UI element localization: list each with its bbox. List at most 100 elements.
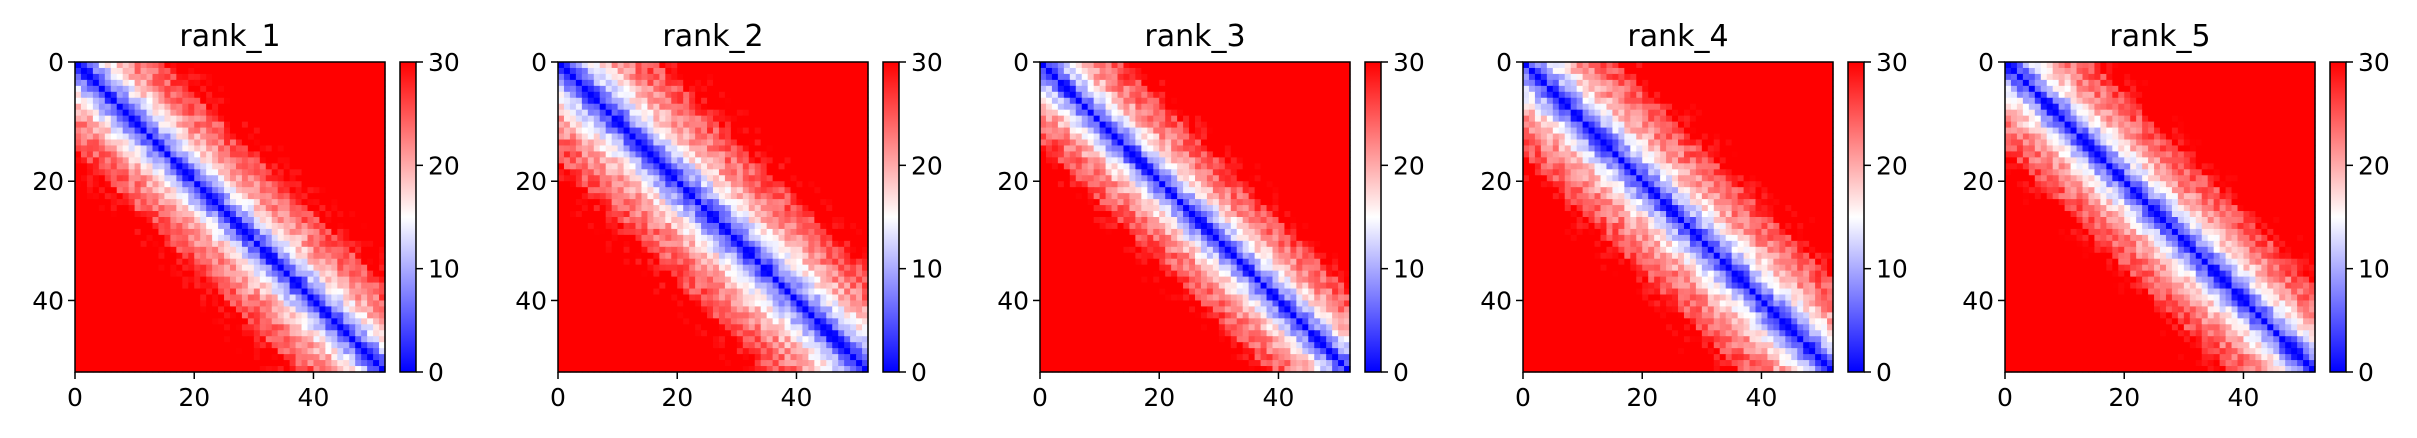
heatmap-cell [361, 139, 368, 147]
heatmap-cell [641, 151, 649, 158]
heatmap-cell [289, 252, 297, 260]
heatmap-cell [224, 157, 231, 164]
heatmap-cell [373, 234, 380, 242]
heatmap-cell [86, 139, 94, 147]
heatmap-cell [814, 211, 821, 218]
heatmap-cell [724, 258, 732, 266]
heatmap-cell [778, 300, 786, 308]
heatmap-cell [599, 205, 607, 212]
heatmap-cell [337, 324, 344, 331]
heatmap-cell [707, 97, 714, 105]
heatmap-cell [122, 199, 130, 206]
heatmap-cell [373, 336, 380, 343]
heatmap-cell [152, 193, 160, 200]
heatmap-cell [826, 211, 833, 218]
heatmap-cell [307, 270, 315, 278]
heatmap-cell [569, 79, 577, 87]
heatmap-cell [283, 318, 291, 325]
heatmap-cell [170, 264, 177, 272]
heatmap-cell [277, 312, 285, 319]
heatmap-cell [635, 306, 643, 313]
heatmap-cell [826, 258, 833, 266]
heatmap-cell [116, 199, 124, 206]
heatmap-cell [754, 300, 762, 308]
heatmap-cell [75, 360, 82, 367]
heatmap-cell [331, 169, 338, 176]
heatmap-cell [146, 336, 154, 343]
heatmap-cell [641, 115, 649, 123]
heatmap-cell [671, 67, 678, 75]
heatmap-cell [86, 91, 94, 99]
heatmap-cell [86, 354, 94, 361]
heatmap-cell [683, 222, 690, 230]
heatmap-cell [593, 127, 601, 135]
heatmap-cell [814, 127, 821, 135]
heatmap-cell [75, 205, 82, 212]
heatmap-cell [235, 318, 243, 325]
heatmap-cell [802, 62, 809, 69]
heatmap-cell [558, 85, 565, 93]
heatmap-cell [748, 181, 756, 188]
heatmap-cell [796, 240, 804, 248]
heatmap-cell [230, 187, 237, 194]
heatmap-cell [295, 145, 303, 153]
heatmap-cell [730, 187, 738, 194]
heatmap-cell [665, 258, 672, 266]
heatmap-cell [605, 306, 613, 313]
heatmap-cell [128, 62, 136, 69]
heatmap-cell [862, 288, 869, 296]
heatmap-cell [581, 234, 589, 242]
heatmap-cell [772, 199, 780, 206]
heatmap-cell [253, 348, 261, 355]
heatmap-cell [635, 240, 643, 248]
heatmap-cell [98, 109, 106, 117]
heatmap-cell [349, 211, 356, 218]
heatmap-cell [218, 169, 225, 176]
heatmap-cell [784, 187, 792, 194]
heatmap-cell [569, 103, 577, 111]
heatmap-cell [122, 288, 130, 296]
heatmap-cell [212, 258, 219, 266]
heatmap-cell [826, 222, 833, 230]
heatmap-cell [92, 157, 100, 164]
heatmap-cell [325, 145, 332, 153]
heatmap-cell [271, 115, 279, 123]
heatmap-cell [140, 222, 148, 230]
heatmap-cell [707, 91, 714, 99]
heatmap-cell [724, 306, 732, 313]
heatmap-cell [707, 169, 714, 176]
heatmap-cell [343, 139, 350, 147]
heatmap-cell [206, 67, 213, 75]
heatmap-cell [235, 181, 243, 188]
heatmap-cell [224, 276, 231, 284]
heatmap-cell [611, 79, 619, 87]
heatmap-cell [146, 85, 154, 93]
heatmap-cell [253, 240, 261, 248]
heatmap-cell [730, 312, 738, 319]
heatmap-cell [605, 270, 613, 278]
heatmap-cell [707, 127, 714, 135]
heatmap-cell [170, 234, 177, 242]
heatmap-cell [850, 282, 857, 290]
heatmap-cell [343, 306, 350, 313]
heatmap-cell [212, 211, 219, 218]
heatmap-cell [343, 157, 350, 164]
heatmap-cell [104, 121, 112, 129]
heatmap-cell [295, 193, 303, 200]
heatmap-cell [122, 121, 130, 129]
heatmap-cell [641, 163, 649, 170]
heatmap-cell [110, 360, 118, 367]
heatmap-cell [170, 199, 177, 206]
heatmap-cell [796, 211, 804, 218]
heatmap-cell [110, 288, 118, 296]
heatmap-cell [241, 73, 249, 81]
heatmap-cell [331, 151, 338, 158]
heatmap-cell [122, 109, 130, 117]
heatmap-cell [629, 169, 637, 176]
heatmap-cell [116, 115, 124, 123]
heatmap-cell [277, 276, 285, 284]
heatmap-cell [569, 127, 577, 135]
heatmap-cell [635, 264, 643, 272]
heatmap-cell [122, 240, 130, 248]
heatmap-cell [629, 294, 637, 302]
